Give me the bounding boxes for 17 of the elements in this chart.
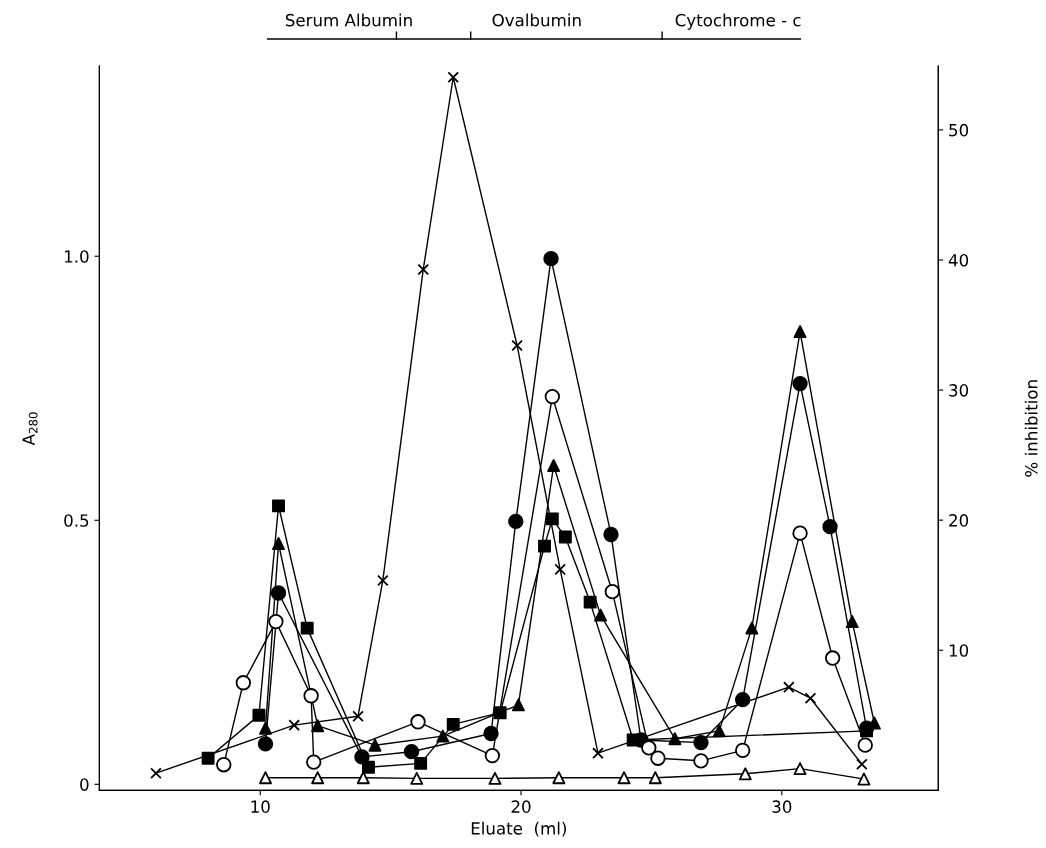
y-tick-label: 0 <box>80 778 89 791</box>
x-tick-label: 30 <box>772 800 792 813</box>
y2-axis-title: % inhibition <box>1024 380 1038 477</box>
y2-tick-label: 20 <box>949 514 969 527</box>
x-axis-title: Eluate (ml) <box>471 821 566 837</box>
y2-tick-label: 40 <box>948 253 969 267</box>
x-tick-label: 10 <box>251 800 270 813</box>
y2-tick-label: 10 <box>949 644 969 657</box>
x-tick-label: 20 <box>511 800 531 813</box>
y-axis-title: A$_{280}$ <box>22 412 38 446</box>
y2-tick-label: 50 <box>949 123 969 137</box>
y-tick-label: 1.0 <box>64 250 89 263</box>
text: Serum Albumin <box>285 13 412 27</box>
y-tick-label: 0.5 <box>64 514 89 527</box>
y2-tick-label: 30 <box>949 384 969 397</box>
text: Ovalbumin <box>492 13 581 27</box>
text: Cytochrome - c <box>675 13 801 30</box>
